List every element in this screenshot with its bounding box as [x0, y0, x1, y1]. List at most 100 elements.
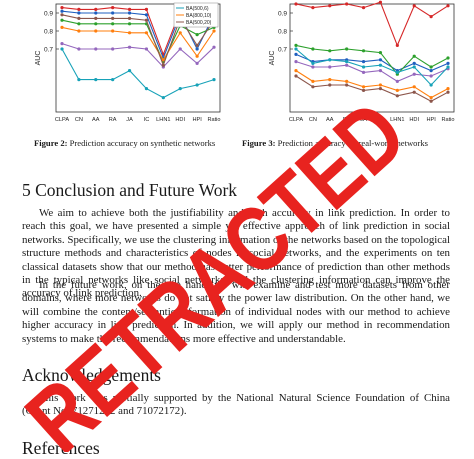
right-xtick-label: Ratio: [441, 117, 454, 123]
right-series-point: [294, 47, 298, 51]
right-ytick-label: 0.7: [278, 47, 287, 54]
left-series-point: [195, 43, 199, 48]
left-series-point: [77, 22, 81, 26]
right-series-point: [294, 52, 298, 57]
left-series-point: [94, 11, 98, 15]
right-series-point: [378, 83, 383, 87]
right-series-point: [412, 85, 416, 89]
right-series-point: [429, 99, 433, 103]
right-series-point: [311, 85, 315, 89]
right-series-point: [412, 4, 416, 8]
right-series-line: [295, 75, 449, 102]
section-heading-acknowledgements: Acknowledgements: [22, 365, 161, 385]
left-series-point: [127, 16, 132, 20]
left-xtick-label: HPI: [192, 117, 202, 123]
left-legend-label: BA(800,10): [186, 13, 212, 19]
right-series-line: [295, 44, 449, 76]
right-xtick-label: LHN1: [390, 117, 404, 123]
left-series-point: [178, 87, 182, 91]
right-series-point: [328, 78, 332, 82]
left-series-point: [195, 33, 199, 37]
right-series-point: [378, 87, 383, 91]
left-series-point: [94, 78, 98, 82]
left-legend-label: BA(500,6): [186, 6, 209, 12]
right-series-point: [361, 65, 366, 69]
right-series-point: [345, 63, 349, 67]
left-series-point: [111, 11, 115, 15]
left-series-point: [195, 61, 199, 65]
right-series-point: [429, 96, 433, 100]
left-ytick-label: 0.7: [44, 47, 53, 54]
left-series-point: [127, 31, 132, 35]
right-series-point: [294, 43, 298, 48]
right-series-point: [328, 58, 332, 62]
left-series-point: [127, 7, 132, 11]
left-xtick-label: JA: [126, 117, 133, 123]
left-ytick-label: 0.8: [44, 29, 53, 36]
right-series-point: [395, 70, 399, 74]
left-series-point: [144, 87, 149, 91]
conclusion-paragraph-1: We aim to achieve both the justifiabilit…: [22, 207, 450, 300]
left-series-point: [195, 54, 199, 58]
right-series-point: [446, 4, 450, 8]
right-series-point: [429, 74, 433, 78]
right-xtick-label: HPI: [426, 117, 436, 123]
left-xtick-label: CN: [75, 117, 83, 123]
right-series-point: [378, 58, 383, 62]
left-series-point: [60, 18, 64, 22]
left-series-point: [111, 78, 115, 82]
left-series-point: [94, 7, 98, 11]
left-series-line: [61, 26, 215, 61]
right-series-line: [295, 53, 449, 72]
right-series-line: [295, 61, 449, 83]
left-series-point: [60, 42, 64, 46]
right-xtick-label: RA: [343, 117, 351, 123]
right-ylabel: AUC: [269, 51, 276, 66]
left-series-line: [61, 43, 215, 68]
figure-left-caption-label: Figure 2:: [34, 138, 68, 148]
right-xtick-label: CLPA: [289, 117, 303, 123]
right-series-point: [429, 15, 433, 19]
right-series-point: [378, 69, 383, 73]
left-series-point: [144, 18, 149, 22]
right-series-point: [361, 6, 366, 10]
left-series-point: [127, 22, 132, 26]
figure-right-caption: Figure 3: Prediction accuracy on real-wo…: [242, 138, 428, 148]
acknowledgements-text: This work was partially supported by the…: [22, 392, 450, 418]
left-series-point: [111, 22, 115, 26]
left-series-point: [77, 29, 81, 33]
left-series-point: [77, 7, 81, 11]
right-ytick-label: 0.9: [278, 11, 287, 18]
right-series-point: [446, 90, 450, 94]
right-series-point: [328, 65, 332, 69]
left-series-point: [94, 47, 98, 51]
right-series-point: [446, 87, 450, 91]
right-series-point: [395, 88, 399, 92]
left-series-point: [60, 13, 64, 17]
left-xtick-label: Ratio: [207, 117, 220, 123]
left-series-point: [60, 25, 64, 29]
right-series-point: [328, 83, 332, 87]
left-series-line: [61, 48, 215, 99]
right-series-point: [328, 4, 332, 8]
right-series-point: [345, 47, 349, 51]
left-series-point: [77, 78, 81, 82]
left-series-point: [195, 47, 199, 51]
right-series-point: [395, 94, 399, 98]
right-series-point: [311, 65, 315, 69]
left-series-point: [60, 6, 64, 10]
left-series-point: [77, 47, 81, 51]
right-series-point: [395, 79, 399, 83]
left-series-point: [77, 16, 81, 20]
right-series-point: [378, 51, 383, 55]
left-xtick-label: CLPA: [55, 117, 69, 123]
right-series-point: [361, 49, 366, 53]
left-series-point: [144, 7, 149, 11]
right-series-point: [345, 60, 349, 64]
left-xtick-label: LHN1: [156, 117, 170, 123]
right-series-point: [328, 49, 332, 53]
right-series-point: [361, 88, 366, 92]
right-xtick-label: IC: [378, 117, 384, 123]
figure-right: 0.9 0.8 0.7 AUC CLPA CN AA RA JA IC LHN1 HDI HPI Rati…: [248, 0, 462, 134]
